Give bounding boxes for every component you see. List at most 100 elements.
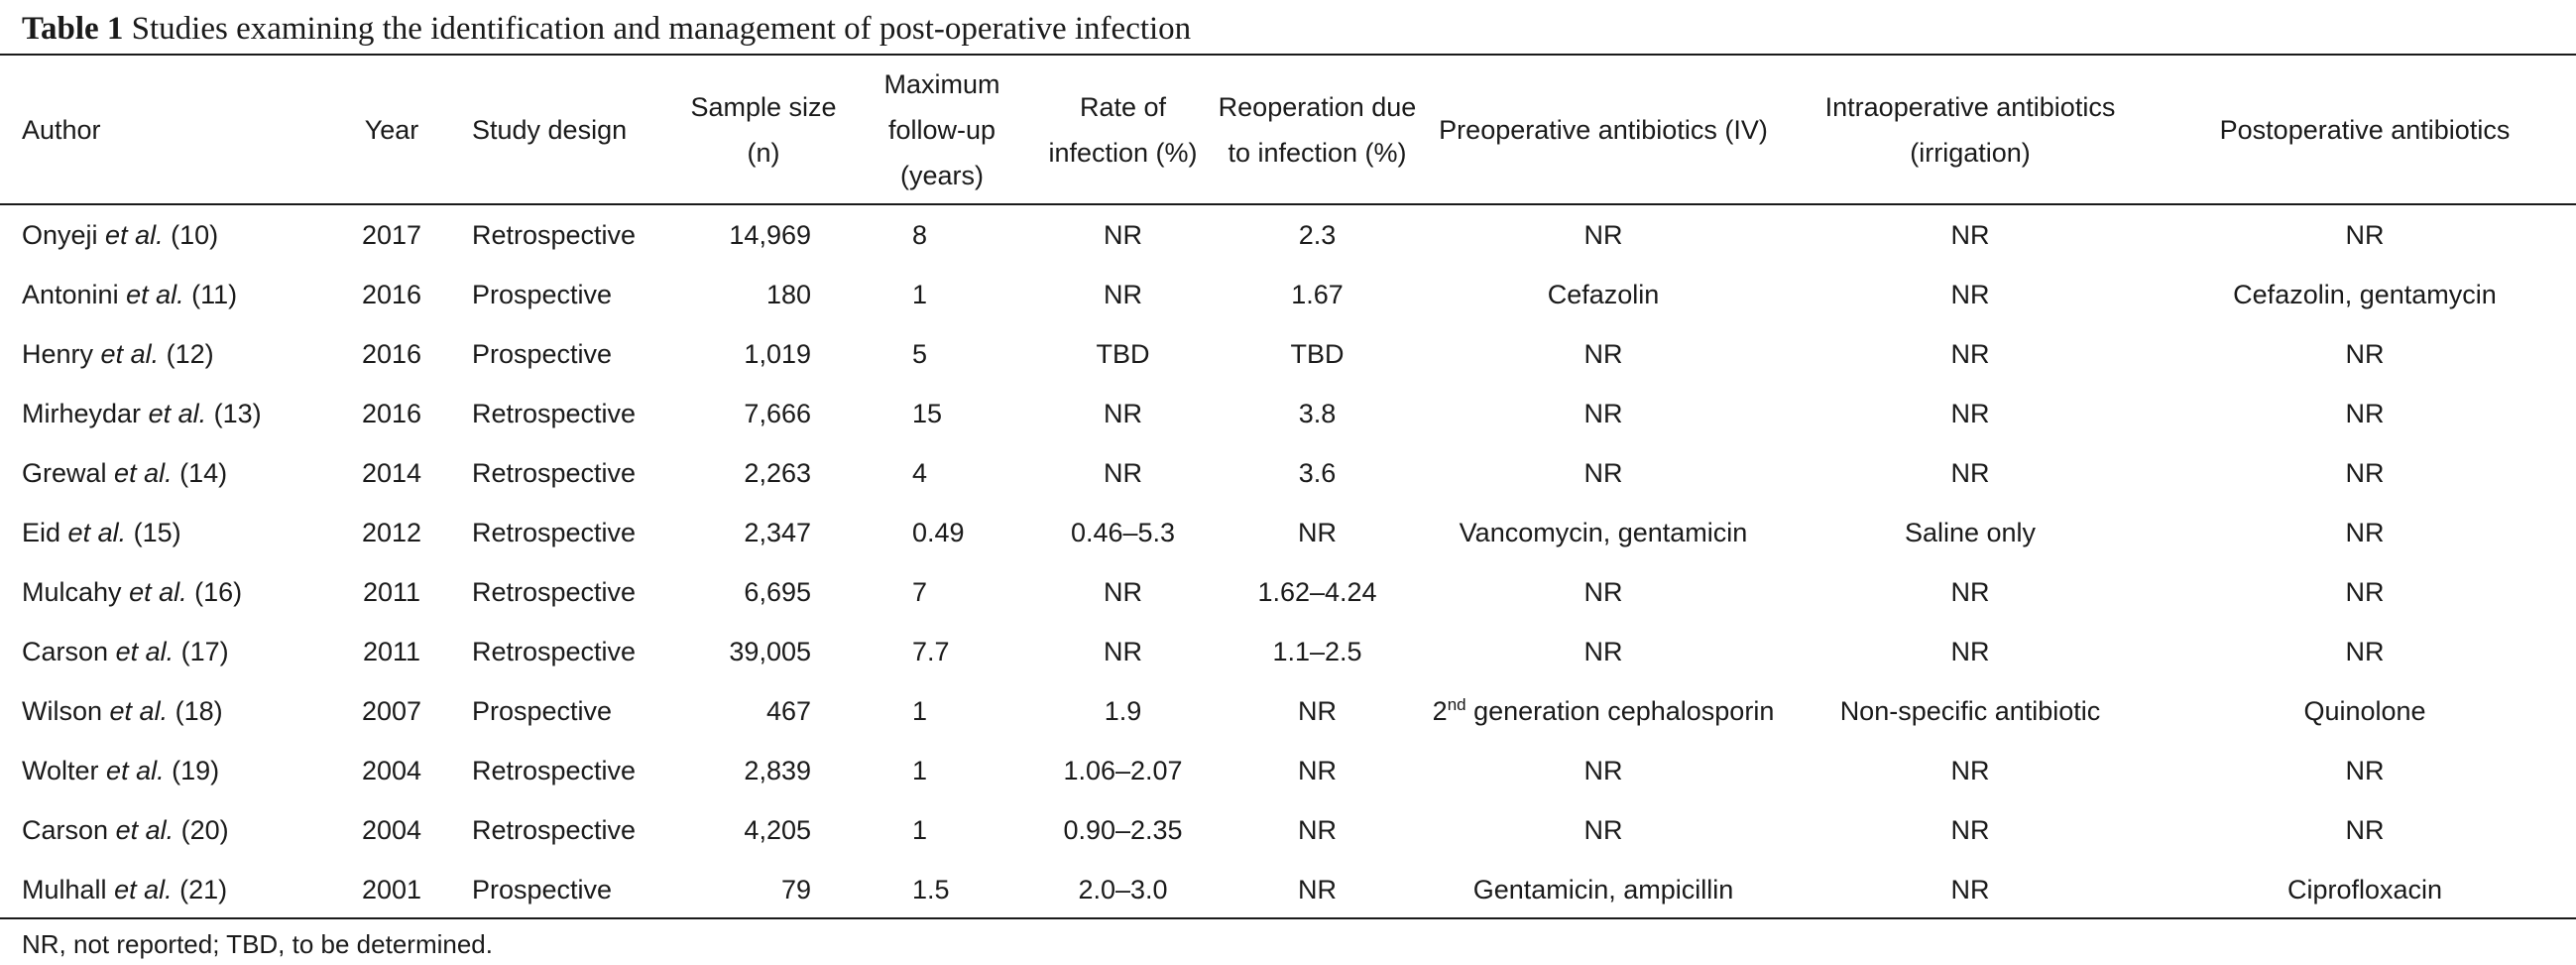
postop-antibiotics-cell: NR <box>2345 755 2385 785</box>
reoperation-cell: NR <box>1298 517 1337 547</box>
et-al: et al. <box>105 219 164 250</box>
year-cell: 2016 <box>361 398 422 428</box>
year-cell: 2016 <box>361 338 422 369</box>
postop-antibiotics-cell: Ciprofloxacin <box>2286 874 2443 905</box>
year-cell: 2014 <box>361 457 422 488</box>
author-name: Mulcahy <box>22 576 122 607</box>
table-title: Studies examining the identification and… <box>131 11 1192 47</box>
col-preop-header: Preoperative antibiotics (IV) <box>1439 114 1768 145</box>
drug-name: generation cephalosporin <box>1465 695 1775 726</box>
infection-rate-cell: NR <box>1104 279 1142 309</box>
header-row: Author Year Study design Sample size (n) … <box>0 56 2576 203</box>
reoperation-cell: NR <box>1298 695 1337 726</box>
reference-number: (20) <box>180 814 229 845</box>
table-label: Table 1 <box>22 11 124 47</box>
col-intraop-header: Intraoperative antibiotics (irrigation) <box>1824 91 2116 168</box>
design-cell: Retrospective <box>472 576 637 607</box>
reoperation-cell: NR <box>1298 755 1337 785</box>
reoperation-cell: 3.6 <box>1298 457 1337 488</box>
followup-cell: 1 <box>912 695 928 726</box>
intraop-antibiotics-cell: NR <box>1950 279 1990 309</box>
preop-antibiotics-cell: NR <box>1583 814 1623 845</box>
author-cell: Grewal et al. (14) <box>0 443 337 503</box>
design-cell: Retrospective <box>472 457 637 488</box>
table-row: Mulhall et al. (21) 2001 Prospective 79 … <box>0 860 2576 919</box>
sample-size-cell: 180 <box>765 279 811 309</box>
author-cell: Mulcahy et al. (16) <box>0 562 337 622</box>
et-al: et al. <box>148 398 207 428</box>
top-rule <box>0 54 2576 56</box>
preop-antibiotics-cell: NR <box>1583 576 1623 607</box>
preop-antibiotics-cell: NR <box>1583 219 1623 250</box>
author-cell: Eid et al. (15) <box>0 503 337 562</box>
col-sample-header: Sample size (n) <box>690 91 837 168</box>
reoperation-cell: 1.67 <box>1291 279 1344 309</box>
author-name: Carson <box>22 814 109 845</box>
table-row: Wilson et al. (18) 2007 Prospective 467 … <box>0 681 2576 741</box>
followup-cell: 1 <box>912 755 928 785</box>
author-cell: Henry et al. (12) <box>0 324 337 384</box>
reoperation-cell: 3.8 <box>1298 398 1337 428</box>
author-name: Henry <box>22 338 94 369</box>
infection-rate-cell: 0.46–5.3 <box>1070 517 1176 547</box>
col-reoperation-header: Reoperation due to infection (%) <box>1218 91 1417 168</box>
ordinal-number: 2 <box>1432 695 1448 726</box>
reoperation-cell: NR <box>1298 874 1337 905</box>
author-cell: Antonini et al. (11) <box>0 265 337 324</box>
preop-antibiotics-cell: Vancomycin, gentamicin <box>1459 517 1748 547</box>
table-row: Grewal et al. (14) 2014 Retrospective 2,… <box>0 443 2576 503</box>
reoperation-cell: TBD <box>1290 338 1345 369</box>
preop-antibiotics-cell: NR <box>1583 457 1623 488</box>
postop-antibiotics-cell: NR <box>2345 814 2385 845</box>
intraop-antibiotics-cell: NR <box>1950 576 1990 607</box>
author-cell: Onyeji et al. (10) <box>0 203 337 265</box>
sample-size-cell: 39,005 <box>729 636 811 666</box>
design-cell: Prospective <box>472 874 613 905</box>
et-al: et al. <box>115 814 175 845</box>
followup-cell: 1 <box>912 814 928 845</box>
infection-rate-cell: NR <box>1104 576 1142 607</box>
author-name: Wolter <box>22 755 99 785</box>
intraop-antibiotics-cell: NR <box>1950 457 1990 488</box>
followup-cell: 8 <box>912 219 928 250</box>
postop-antibiotics-cell: NR <box>2345 576 2385 607</box>
table-row: Mirheydar et al. (13) 2016 Retrospective… <box>0 384 2576 443</box>
infection-rate-cell: 1.9 <box>1104 695 1142 726</box>
table-row: Onyeji et al. (10) 2017 Retrospective 14… <box>0 203 2576 265</box>
col-followup-header: Maximum follow-up (years) <box>883 68 1000 190</box>
preop-antibiotics-cell: NR <box>1583 755 1623 785</box>
followup-cell: 4 <box>912 457 928 488</box>
preop-antibiotics-cell: 2nd generation cephalosporin <box>1420 681 1787 741</box>
year-cell: 2011 <box>362 576 421 607</box>
author-cell: Carson et al. (20) <box>0 800 337 860</box>
design-cell: Retrospective <box>472 219 637 250</box>
sample-size-cell: 14,969 <box>729 219 811 250</box>
et-al: et al. <box>114 874 173 905</box>
preop-antibiotics-cell: Cefazolin <box>1547 279 1660 309</box>
reference-number: (17) <box>180 636 229 666</box>
followup-cell: 7 <box>912 576 928 607</box>
design-cell: Prospective <box>472 695 613 726</box>
reoperation-cell: 1.1–2.5 <box>1272 636 1362 666</box>
infection-rate-cell: NR <box>1104 219 1142 250</box>
postop-antibiotics-cell: Cefazolin, gentamycin <box>2233 279 2497 309</box>
reference-number: (19) <box>172 755 220 785</box>
followup-cell: 0.49 <box>912 517 965 547</box>
author-name: Grewal <box>22 457 107 488</box>
et-al: et al. <box>126 279 184 309</box>
table-body: Onyeji et al. (10) 2017 Retrospective 14… <box>0 203 2576 919</box>
table-footnote: NR, not reported; TBD, to be determined. <box>22 929 493 959</box>
infection-rate-cell: NR <box>1104 457 1142 488</box>
header-rule <box>0 203 2576 205</box>
reoperation-cell: 2.3 <box>1298 219 1337 250</box>
sample-size-cell: 2,839 <box>744 755 811 785</box>
table-row: Antonini et al. (11) 2016 Prospective 18… <box>0 265 2576 324</box>
author-cell: Mirheydar et al. (13) <box>0 384 337 443</box>
year-cell: 2004 <box>361 755 422 785</box>
col-author-header: Author <box>22 114 101 145</box>
intraop-antibiotics-cell: NR <box>1950 219 1990 250</box>
et-al: et al. <box>114 457 173 488</box>
design-cell: Retrospective <box>472 636 637 666</box>
sample-size-cell: 7,666 <box>744 398 811 428</box>
reference-number: (10) <box>171 219 219 250</box>
